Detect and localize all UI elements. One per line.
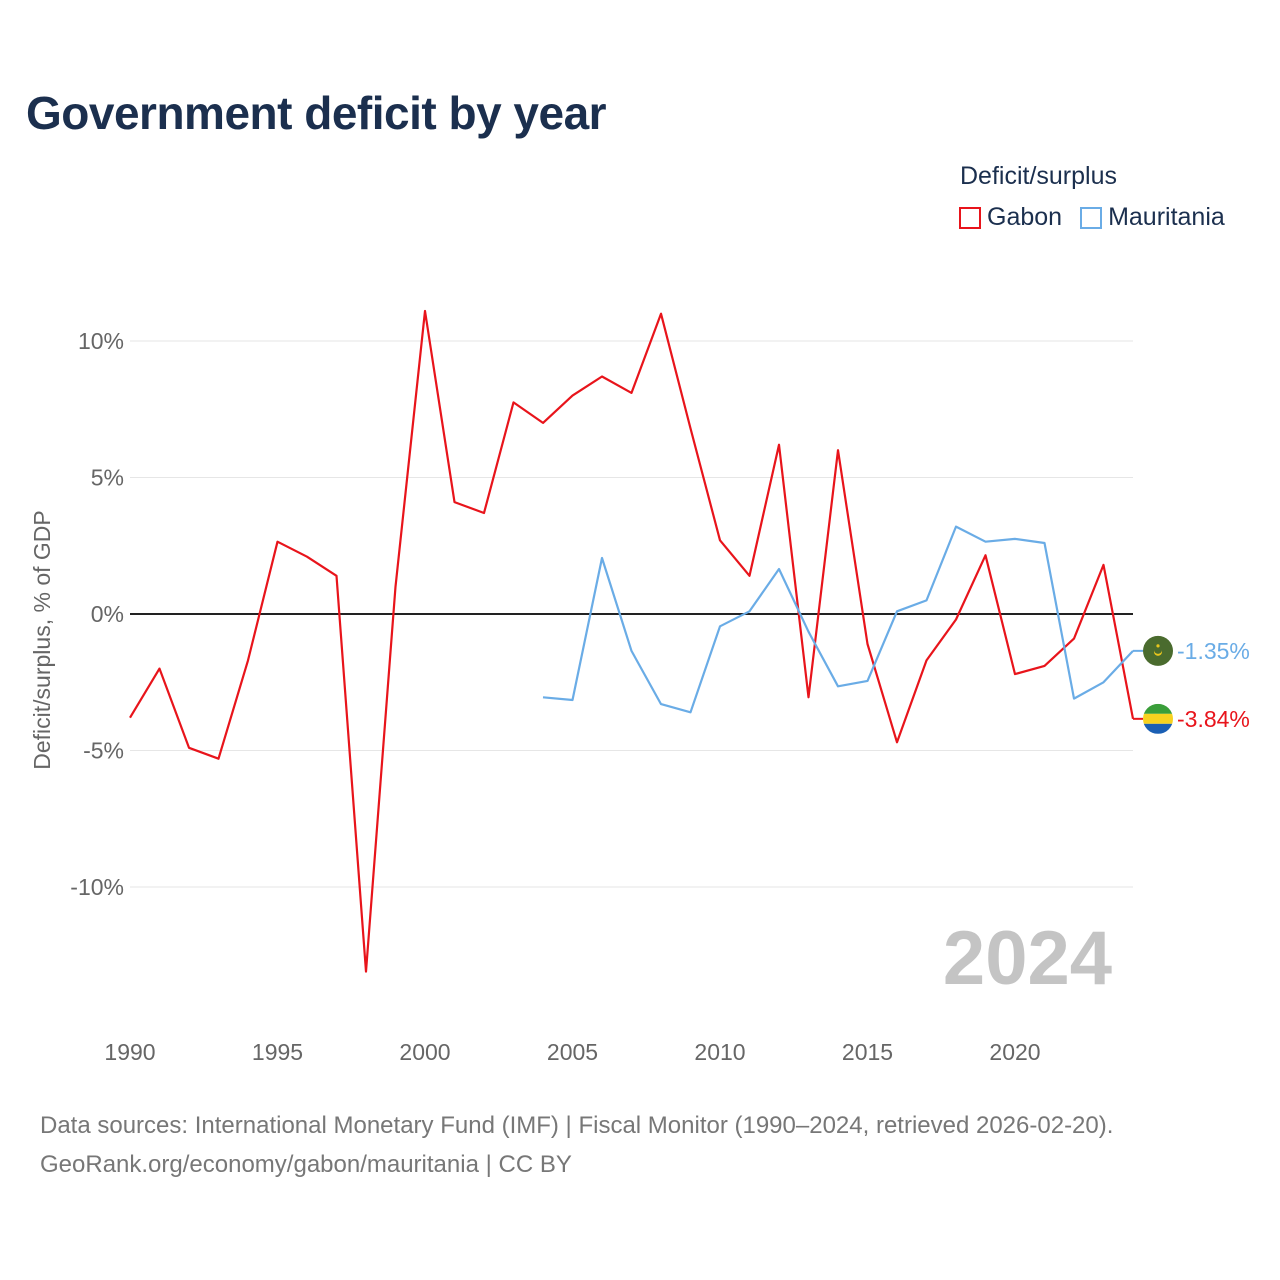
x-tick-label: 2010	[694, 1039, 745, 1065]
x-tick-label: 2005	[547, 1039, 598, 1065]
y-tick-label: 0%	[91, 601, 124, 627]
y-tick-label: 10%	[78, 328, 124, 354]
series-line-gabon[interactable]	[129, 309, 1135, 973]
line-chart: 2024 10% 5% 0% -5% -10% 1990 1995 2000 2005 2010 20…	[29, 309, 1250, 1065]
sources-line-2[interactable]: GeoRank.org/economy/gabon/mauritania | C…	[40, 1151, 572, 1178]
x-tick-label: 2015	[842, 1039, 893, 1065]
legend-title: Deficit/surplus	[960, 162, 1117, 190]
legend-item-mauritania[interactable]: Mauritania	[1080, 203, 1225, 232]
y-tick-label: 5%	[91, 465, 124, 491]
mauritania-flag-icon	[1143, 635, 1173, 666]
legend-label-mauritania: Mauritania	[1108, 203, 1225, 231]
y-tick-label: -5%	[83, 738, 124, 764]
sources-line-1: Data sources: International Monetary Fun…	[40, 1112, 1114, 1139]
series-line-mauritania[interactable]	[542, 525, 1134, 714]
data-sources: Data sources: International Monetary Fun…	[40, 1106, 1113, 1184]
end-value-label-gabon: -3.84%	[1177, 706, 1250, 732]
watermark-year: 2024	[943, 916, 1112, 1001]
x-tick-label: 1995	[252, 1039, 303, 1065]
legend-swatch-gabon	[959, 206, 981, 229]
legend-label-gabon: Gabon	[987, 203, 1063, 231]
legend-swatch-mauritania	[1080, 206, 1103, 229]
legend-item-gabon[interactable]: Gabon	[959, 203, 1062, 232]
x-tick-label: 1990	[104, 1039, 155, 1065]
end-value-label-mauritania: -1.35%	[1177, 638, 1250, 664]
x-tick-label: 2000	[399, 1039, 450, 1065]
y-tick-label: -10%	[70, 874, 124, 900]
y-axis-title: Deficit/surplus, % of GDP	[29, 510, 55, 769]
x-tick-label: 2020	[989, 1039, 1040, 1065]
gabon-flag-icon	[1143, 703, 1173, 734]
legend: Gabon Mauritania	[959, 203, 1225, 232]
chart-title: Government deficit by year	[26, 87, 607, 139]
